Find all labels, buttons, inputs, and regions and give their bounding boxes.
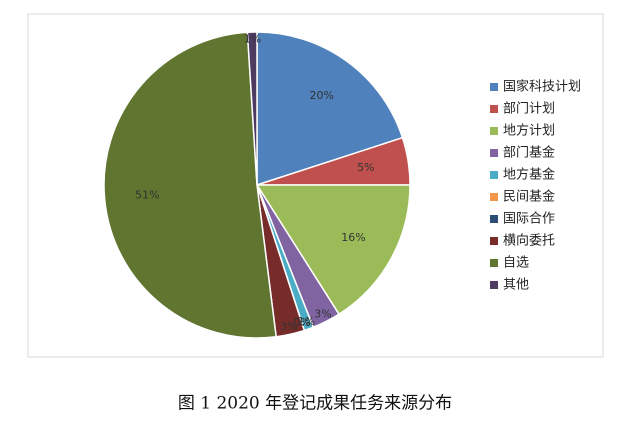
legend-swatch <box>490 215 498 223</box>
pie-slice <box>255 184 411 316</box>
legend-label: 其他 <box>503 278 529 293</box>
legend-swatch <box>490 149 498 157</box>
data-label: 0% <box>293 316 310 329</box>
legend-label: 民间基金 <box>503 189 555 205</box>
legend-swatch <box>490 237 498 245</box>
legend-swatch <box>490 127 498 135</box>
legend-label: 国际合作 <box>503 212 555 227</box>
data-label: 51% <box>135 188 159 201</box>
data-label: 5% <box>357 161 374 174</box>
pie-slice <box>256 31 404 187</box>
caption: 图 1 2020 年登记成果任务来源分布 <box>178 394 452 414</box>
data-label: 20% <box>310 89 334 102</box>
pie-slice <box>103 31 278 339</box>
legend-swatch <box>490 193 498 201</box>
legend-label: 横向委托 <box>503 233 555 249</box>
legend-swatch <box>490 171 498 179</box>
data-label: 1% <box>244 33 261 46</box>
legend-label: 国家科技计划 <box>503 79 581 95</box>
legend-label: 地方基金 <box>503 167 555 183</box>
data-label: 0% <box>293 316 310 329</box>
legend-label: 地方计划 <box>503 123 555 139</box>
legend-label: 部门基金 <box>503 145 555 161</box>
legend-swatch <box>490 83 498 91</box>
data-label: 16% <box>341 231 365 244</box>
legend-label: 自选 <box>503 256 529 271</box>
legend-swatch <box>490 105 498 113</box>
data-label: 3% <box>314 308 331 321</box>
legend-swatch <box>490 281 498 289</box>
data-label: 1% <box>298 315 315 328</box>
pie-slice <box>246 31 258 186</box>
legend-label: 部门计划 <box>503 102 555 117</box>
legend-swatch <box>490 259 498 267</box>
data-label: 3% <box>280 320 297 333</box>
